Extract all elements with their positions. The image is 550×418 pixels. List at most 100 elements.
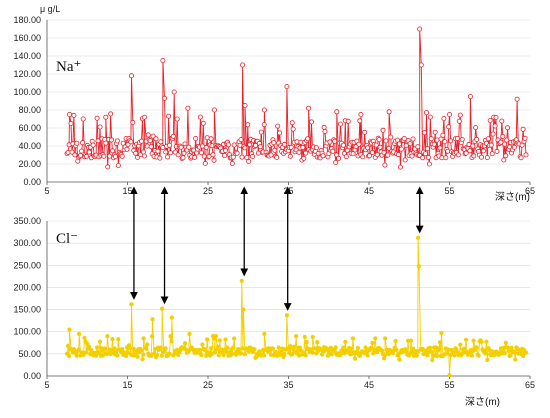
cl-data-point [205,337,210,342]
na-data-point [277,130,283,136]
na-data-point [274,154,280,160]
cl-data-point [350,336,356,341]
na-data-point [409,153,415,159]
na-data-point [186,144,192,150]
na-data-point [140,149,146,155]
cl-data-point [379,348,385,353]
na-data-point [166,113,172,119]
cl-data-point [474,345,479,350]
cl-data-point [382,353,388,358]
cl-data-point [302,334,307,340]
na-data-point [320,153,326,159]
na-data-point [234,150,240,156]
na-data-point [163,149,169,155]
na-data-point [288,144,294,150]
cl-data-point [484,339,489,344]
na-data-point [501,157,507,163]
cl-data-point [416,264,422,269]
cl-data-point [352,356,358,361]
na-data-point [197,114,203,120]
na-data-point [356,141,362,147]
cl-data-point [144,346,149,351]
na-data-point [446,124,452,130]
na-data-point [322,128,328,134]
na-xtick-label: 65 [525,186,535,196]
cl-data-point [513,357,518,362]
cl-data-point [462,346,467,351]
cl-data-point [168,334,173,339]
na-xtick-label: 45 [364,186,374,196]
na-data-point [238,137,244,143]
cl-data-point [125,350,131,355]
cl-data-point [298,348,304,353]
na-data-point [165,154,171,160]
na-data-point [79,148,85,154]
cl-data-point [66,353,72,359]
na-data-point [210,152,216,158]
na-data-point [503,153,509,159]
cl-data-point [252,347,257,352]
na-data-point [485,136,491,142]
na-data-point [90,142,96,148]
cl-data-point [216,353,221,358]
na-data-point [172,149,178,155]
chart-cl: Cl⁻ 0.00 50.00 100.00 150.00 200.00 250.00 300… [13,216,535,408]
na-data-point [504,137,510,143]
na-data-point [332,138,338,144]
na-data-point [401,135,407,141]
cl-data-point [105,333,110,339]
cl-data-point [341,345,346,350]
cl-data-point [82,335,87,341]
na-data-point [505,125,511,131]
na-data-point [327,139,333,145]
cl-data-point [439,330,444,336]
na-data-point [147,138,153,144]
cl-data-point [469,353,475,358]
cl-data-point [343,339,348,345]
cl-data-point [100,353,106,358]
na-data-point [268,152,274,158]
cl-data-point [503,340,508,345]
na-data-point [284,84,290,90]
na-data-point [201,153,207,159]
na-data-point [101,153,107,159]
cl-data-point [310,350,315,355]
na-ytick-label: 20.00 [18,159,41,169]
cl-data-point [262,353,267,358]
cl-data-point [370,340,375,345]
na-data-point [157,155,163,161]
cl-data-point [290,352,295,357]
na-data-point [222,152,228,158]
cl-data-point [97,339,103,344]
na-data-point [511,144,517,150]
na-data-point [473,125,479,131]
na-data-point [455,152,461,158]
na-data-point [145,132,151,138]
na-data-point [388,134,394,140]
na-data-point [240,62,246,68]
cl-data-point [123,353,129,359]
na-data-point [340,142,346,148]
na-data-point [105,164,111,170]
cl-data-point [187,331,192,337]
cl-data-point [355,345,361,351]
na-data-point [109,137,115,143]
na-data-point [381,149,387,155]
na-ytick-label: 100.00 [13,87,41,97]
cl-data-point [65,343,71,348]
na-data-point [333,159,339,165]
cl-data-point [429,349,434,354]
cl-data-point [208,346,214,351]
cl-data-point [479,339,484,345]
na-data-point [427,114,433,120]
na-data-point [437,145,443,151]
na-data-point [198,150,204,156]
cl-data-point [506,348,511,354]
cl-data-point [273,349,278,355]
na-data-point [203,144,209,150]
na-data-point [94,115,100,121]
na-data-point [489,151,495,157]
na-ytick-label: 0.00 [23,177,41,187]
na-data-point [321,124,327,130]
